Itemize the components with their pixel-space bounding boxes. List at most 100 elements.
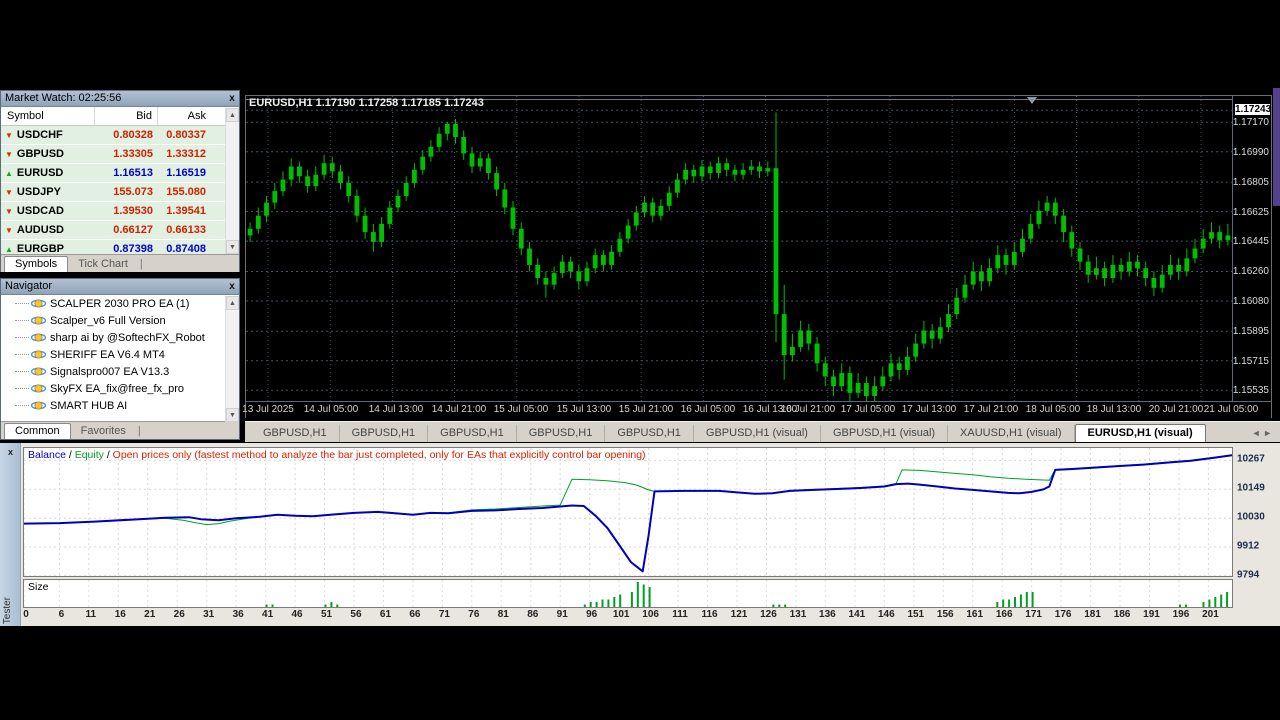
navigator-item-label: SHERIFF EA V6.4 MT4	[50, 348, 165, 361]
chart-tab[interactable]: GBPUSD,H1	[340, 425, 429, 442]
ask-value: 1.16519	[166, 167, 206, 179]
scroll-down-icon[interactable]: ▼	[226, 240, 239, 254]
navigator-ea-item[interactable]: SkyFX EA_fix@free_fx_pro	[1, 380, 239, 397]
tester-x-tick: 191	[1143, 609, 1160, 620]
time-tick: 16 Jul 05:00	[680, 404, 736, 415]
table-row[interactable]: ▼ GBPUSD 1.33305 1.33312	[1, 145, 239, 164]
tester-x-tick: 6	[58, 609, 65, 620]
arrow-down-icon: ▼	[5, 188, 13, 197]
tester-size-graph[interactable]: Size	[23, 579, 1233, 608]
arrow-down-icon: ▼	[5, 131, 13, 140]
tester-x-tick: 96	[586, 609, 598, 620]
table-row[interactable]: ▲ EURUSD 1.16513 1.16519	[1, 164, 239, 183]
legend-equity: Equity	[74, 449, 104, 461]
ask-value: 0.87408	[166, 243, 206, 254]
symbol-cell: ▼ USDCAD	[1, 202, 95, 220]
tester-x-tick: 61	[379, 609, 392, 620]
navigator-ea-item[interactable]: Signalspro007 EA V13.3	[1, 363, 239, 380]
arrow-down-icon: ▼	[5, 150, 13, 159]
time-tick: 21 Jul 05:00	[1203, 404, 1259, 415]
symbol-label: EURGBP	[16, 243, 64, 254]
tester-x-tick: 136	[819, 609, 836, 620]
chart-tab[interactable]: GBPUSD,H1	[251, 425, 340, 442]
table-row[interactable]: ▼ AUDUSD 0.66127 0.66133	[1, 221, 239, 240]
scroll-up-icon[interactable]: ▲	[226, 296, 239, 310]
table-row[interactable]: ▼ USDJPY 155.073 155.080	[1, 183, 239, 202]
navigator-item-label: Scalper_v6 Full Version	[50, 314, 166, 327]
tab-scroll-arrows[interactable]: ◄ ►	[1251, 428, 1272, 438]
chart-tab[interactable]: GBPUSD,H1 (visual)	[694, 425, 821, 442]
chart-tab[interactable]: EURUSD,H1 (visual)	[1074, 424, 1206, 442]
navigator-ea-item[interactable]: sharp ai by @SoftechFX_Robot	[1, 329, 239, 346]
tester-panel: x Tester Balance / Equity / Open prices …	[0, 443, 1280, 626]
navigator-ea-item[interactable]: SHERIFF EA V6.4 MT4	[1, 346, 239, 363]
tester-x-tick: 56	[350, 609, 362, 620]
chart-tab[interactable]: GBPUSD,H1	[428, 425, 517, 442]
bid-value: 0.80328	[113, 129, 153, 141]
tab-tick-chart[interactable]: Tick Chart	[78, 258, 128, 270]
close-icon[interactable]: x	[229, 93, 235, 104]
column-symbol[interactable]: Symbol	[1, 107, 95, 125]
expert-advisor-icon	[31, 297, 46, 310]
navigator-titlebar[interactable]: Navigator x	[1, 279, 239, 295]
chart-ohlc-header: EURUSD,H1 1.17190 1.17258 1.17185 1.1724…	[249, 97, 484, 109]
price-tick: 1.16445	[1232, 236, 1269, 247]
symbol-cell: ▼ GBPUSD	[1, 145, 95, 163]
tab-common[interactable]: Common	[4, 423, 71, 439]
chart-tab[interactable]: GBPUSD,H1	[517, 425, 606, 442]
chart-tab[interactable]: GBPUSD,H1	[605, 425, 694, 442]
tester-x-tick: 166	[995, 609, 1013, 620]
tester-panel-label[interactable]: Tester	[2, 596, 13, 624]
time-axis[interactable]: 13 Jul 2025 14 Jul 05:00 14 Jul 13:00 14 Ju…	[242, 401, 1271, 418]
price-tick: 1.17170	[1232, 117, 1269, 128]
bid-value: 1.33305	[113, 148, 153, 160]
navigator-scrollbar[interactable]: ▲ ▼	[225, 296, 239, 422]
time-tick: 14 Jul 21:00	[431, 404, 487, 415]
tab-favorites[interactable]: Favorites	[80, 425, 126, 437]
close-icon[interactable]: x	[229, 281, 235, 292]
expert-advisor-icon	[31, 399, 46, 412]
chart-tab[interactable]: XAUUSD,H1 (visual)	[948, 425, 1075, 442]
symbol-cell: ▼ USDJPY	[1, 183, 95, 201]
tester-y-tick: 10149	[1237, 482, 1265, 494]
column-bid[interactable]: Bid	[95, 107, 158, 125]
tester-x-tick: 26	[173, 609, 185, 620]
tester-x-tick: 41	[262, 609, 274, 620]
symbol-label: USDCHF	[16, 129, 63, 141]
candlestick-chart[interactable]: EURUSD,H1 1.17190 1.17258 1.17185 1.1724…	[246, 96, 1232, 401]
tab-symbols[interactable]: Symbols	[4, 256, 69, 272]
table-row[interactable]: ▼ USDCAD 1.39530 1.39541	[1, 202, 239, 221]
market-watch-scrollbar[interactable]: ▲ ▼	[225, 108, 239, 254]
scroll-up-icon[interactable]: ▲	[226, 108, 239, 122]
tester-x-tick: 121	[730, 609, 748, 620]
symbol-cell: ▼ AUDUSD	[1, 221, 95, 239]
time-tick: 20 Jul 21:00	[1148, 404, 1204, 415]
tester-x-tick: 171	[1025, 609, 1042, 620]
tester-y-tick: 10030	[1237, 511, 1265, 523]
price-axis[interactable]: 1.17243 1.172431.171701.169901.168051.16…	[1232, 96, 1271, 401]
price-tick: 1.16260	[1232, 266, 1269, 277]
chart-tab[interactable]: GBPUSD,H1 (visual)	[821, 425, 949, 442]
price-tick: 1.16805	[1232, 177, 1269, 188]
close-icon[interactable]: x	[7, 447, 13, 457]
scroll-down-icon[interactable]: ▼	[226, 408, 239, 422]
ask-value: 1.39541	[166, 205, 206, 217]
tester-x-tick: 151	[907, 609, 925, 620]
ask-value: 0.80337	[166, 129, 206, 141]
expert-advisor-icon	[31, 314, 46, 327]
navigator-ea-item[interactable]: Scalper_v6 Full Version	[1, 312, 239, 329]
tester-x-tick: 186	[1113, 609, 1131, 620]
table-row[interactable]: ▼ USDCHF 0.80328 0.80337	[1, 126, 239, 145]
table-row[interactable]: ▲ EURGBP 0.87398 0.87408	[1, 240, 239, 254]
price-tick: 1.15895	[1232, 326, 1269, 337]
arrow-down-icon: ▼	[5, 226, 13, 235]
symbol-cell: ▲ EURGBP	[1, 240, 95, 254]
navigator-ea-item[interactable]: SMART HUB AI	[1, 397, 239, 414]
navigator-ea-item[interactable]: SCALPER 2030 PRO EA (1)	[1, 295, 239, 312]
tester-balance-graph[interactable]: Balance / Equity / Open prices only (fas…	[23, 447, 1233, 577]
time-tick: 16 Jul 21:00	[780, 404, 836, 415]
column-ask[interactable]: Ask	[187, 110, 206, 122]
market-watch-titlebar[interactable]: Market Watch: 02:25:56 x	[1, 91, 239, 107]
bid-value: 1.39530	[113, 205, 153, 217]
price-tick: 1.15715	[1232, 356, 1269, 367]
